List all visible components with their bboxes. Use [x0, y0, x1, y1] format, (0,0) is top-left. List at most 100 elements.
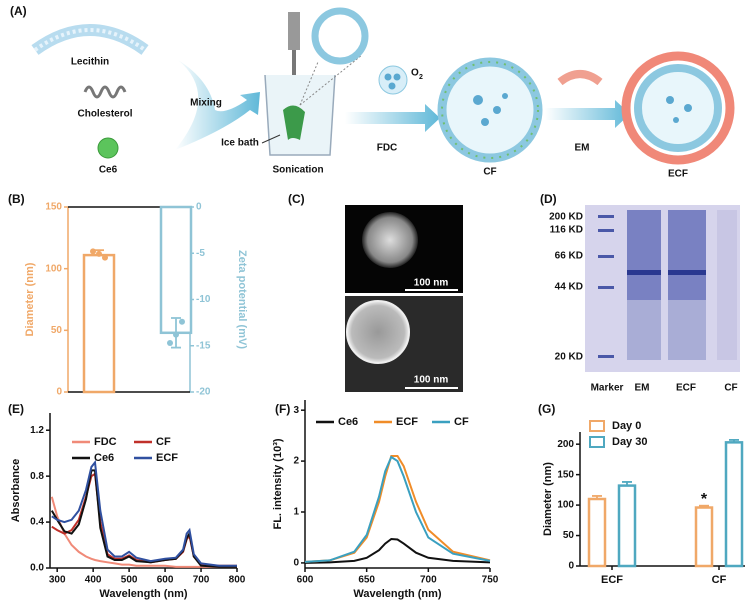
y-tick-label: 0: [568, 561, 574, 572]
y-tick-label: 2: [293, 456, 299, 467]
o2-shape: [393, 73, 401, 81]
y2-axis-label: Zeta potential (mV): [236, 250, 248, 349]
series-line: [304, 537, 491, 564]
data-point: [102, 254, 108, 261]
legend-label: Day 30: [612, 436, 647, 448]
legend-label: CF: [454, 416, 469, 428]
y-tick-label: 50: [563, 530, 575, 541]
series-line: [51, 459, 237, 567]
y-axis-label: Diameter (nm): [24, 262, 36, 336]
band: [598, 215, 614, 218]
lane-smear: [668, 210, 706, 300]
legend-label: Day 0: [612, 420, 641, 432]
x-tick-label: 400: [85, 575, 102, 586]
cf-particle: [481, 118, 489, 126]
x-tick-label: 600: [157, 575, 174, 586]
panel-label: (B): [8, 192, 25, 206]
data-point: [179, 318, 185, 325]
band: [598, 355, 614, 358]
x-tick-label: ECF: [601, 574, 623, 586]
label: Ce6: [99, 165, 118, 176]
ce6-shape: [97, 137, 119, 159]
legend-label: Ce6: [338, 416, 358, 428]
y-tick-label: 100: [45, 263, 62, 274]
arrow: [545, 100, 630, 128]
y-tick-label: 0.8: [30, 471, 44, 482]
lane-label: CF: [724, 383, 737, 394]
o2-shape: [378, 65, 408, 95]
cf-particle: [441, 61, 539, 159]
x-tick-label: 800: [229, 575, 246, 586]
label: Lecithin: [71, 57, 109, 68]
y2-tick-label: -20: [196, 387, 211, 398]
legend-label: ECF: [396, 416, 418, 428]
pointer: [261, 134, 281, 144]
marker-label: 44 KD: [555, 282, 583, 293]
y-tick-label: 0: [56, 387, 62, 398]
cf-particle: [473, 95, 483, 105]
series-line: [50, 496, 237, 568]
marker-label: 116 KD: [550, 225, 583, 236]
y-axis-label: Absorbance: [10, 459, 22, 523]
ecf-particle: [666, 96, 674, 104]
band: [598, 286, 614, 289]
legend-label: FDC: [94, 436, 117, 448]
label: Mixing: [190, 98, 222, 109]
y2-tick-label: -5: [196, 248, 205, 259]
label: Ice bath: [221, 138, 259, 149]
y-tick-label: 1: [293, 507, 299, 518]
legend-label: CF: [156, 436, 171, 448]
mixture: [283, 105, 305, 140]
ecf-particle: [634, 64, 722, 152]
ecf-particle: [673, 117, 679, 123]
x-tick-label: CF: [712, 574, 727, 586]
y-tick-label: 150: [557, 469, 574, 480]
lane-smear: [627, 300, 661, 360]
panel-label: (F): [275, 402, 290, 416]
o2-shape: [388, 82, 396, 90]
band: [627, 270, 661, 275]
x-axis-label: Wavelength (nm): [353, 588, 442, 600]
panel-label: (G): [538, 402, 555, 416]
legend-label: Ce6: [94, 452, 114, 464]
y-tick-label: 50: [51, 325, 63, 336]
marker-label: 20 KD: [555, 352, 583, 363]
tem-images: 100 nm 100 nm: [345, 205, 463, 392]
y2-tick-label: -10: [196, 294, 211, 305]
bar: [694, 506, 714, 568]
lane-smear: [627, 210, 661, 300]
y-tick-label: 0.0: [30, 563, 44, 574]
y-tick-label: 0.4: [30, 517, 44, 528]
y-tick-label: 0: [293, 558, 299, 569]
scheme: Lecithin Cholesterol Ce6 Mixing Ice bath…: [31, 7, 735, 180]
y-axis-label: Diameter (nm): [542, 462, 554, 536]
x-axis-label: Wavelength (nm): [99, 588, 188, 600]
data-point: [167, 339, 173, 346]
mixing-arrow: [175, 60, 260, 150]
sonicator: [288, 12, 300, 50]
label: EM: [575, 143, 590, 154]
x-tick-label: 300: [49, 575, 66, 586]
band: [598, 255, 614, 258]
y-tick-label: 200: [557, 439, 574, 450]
annotation: *: [701, 491, 708, 508]
marker-label: 200 KD: [549, 212, 583, 223]
em-shape: [557, 70, 603, 86]
bar: [82, 253, 116, 394]
x-tick-label: 500: [121, 575, 138, 586]
legend-swatch: [589, 420, 605, 432]
x-tick-label: 700: [193, 575, 210, 586]
lane-smear: [668, 300, 706, 360]
series-line: [304, 455, 491, 563]
band: [668, 270, 706, 275]
label: O: [411, 68, 419, 79]
label: Cholesterol: [77, 109, 132, 120]
band: [598, 229, 614, 232]
panel-label: (C): [288, 192, 305, 206]
bar: [724, 441, 744, 568]
tem-particle: [362, 212, 418, 268]
x-tick-label: 600: [297, 575, 314, 586]
zoom-line: [299, 54, 363, 106]
cf-particle: [502, 93, 508, 99]
